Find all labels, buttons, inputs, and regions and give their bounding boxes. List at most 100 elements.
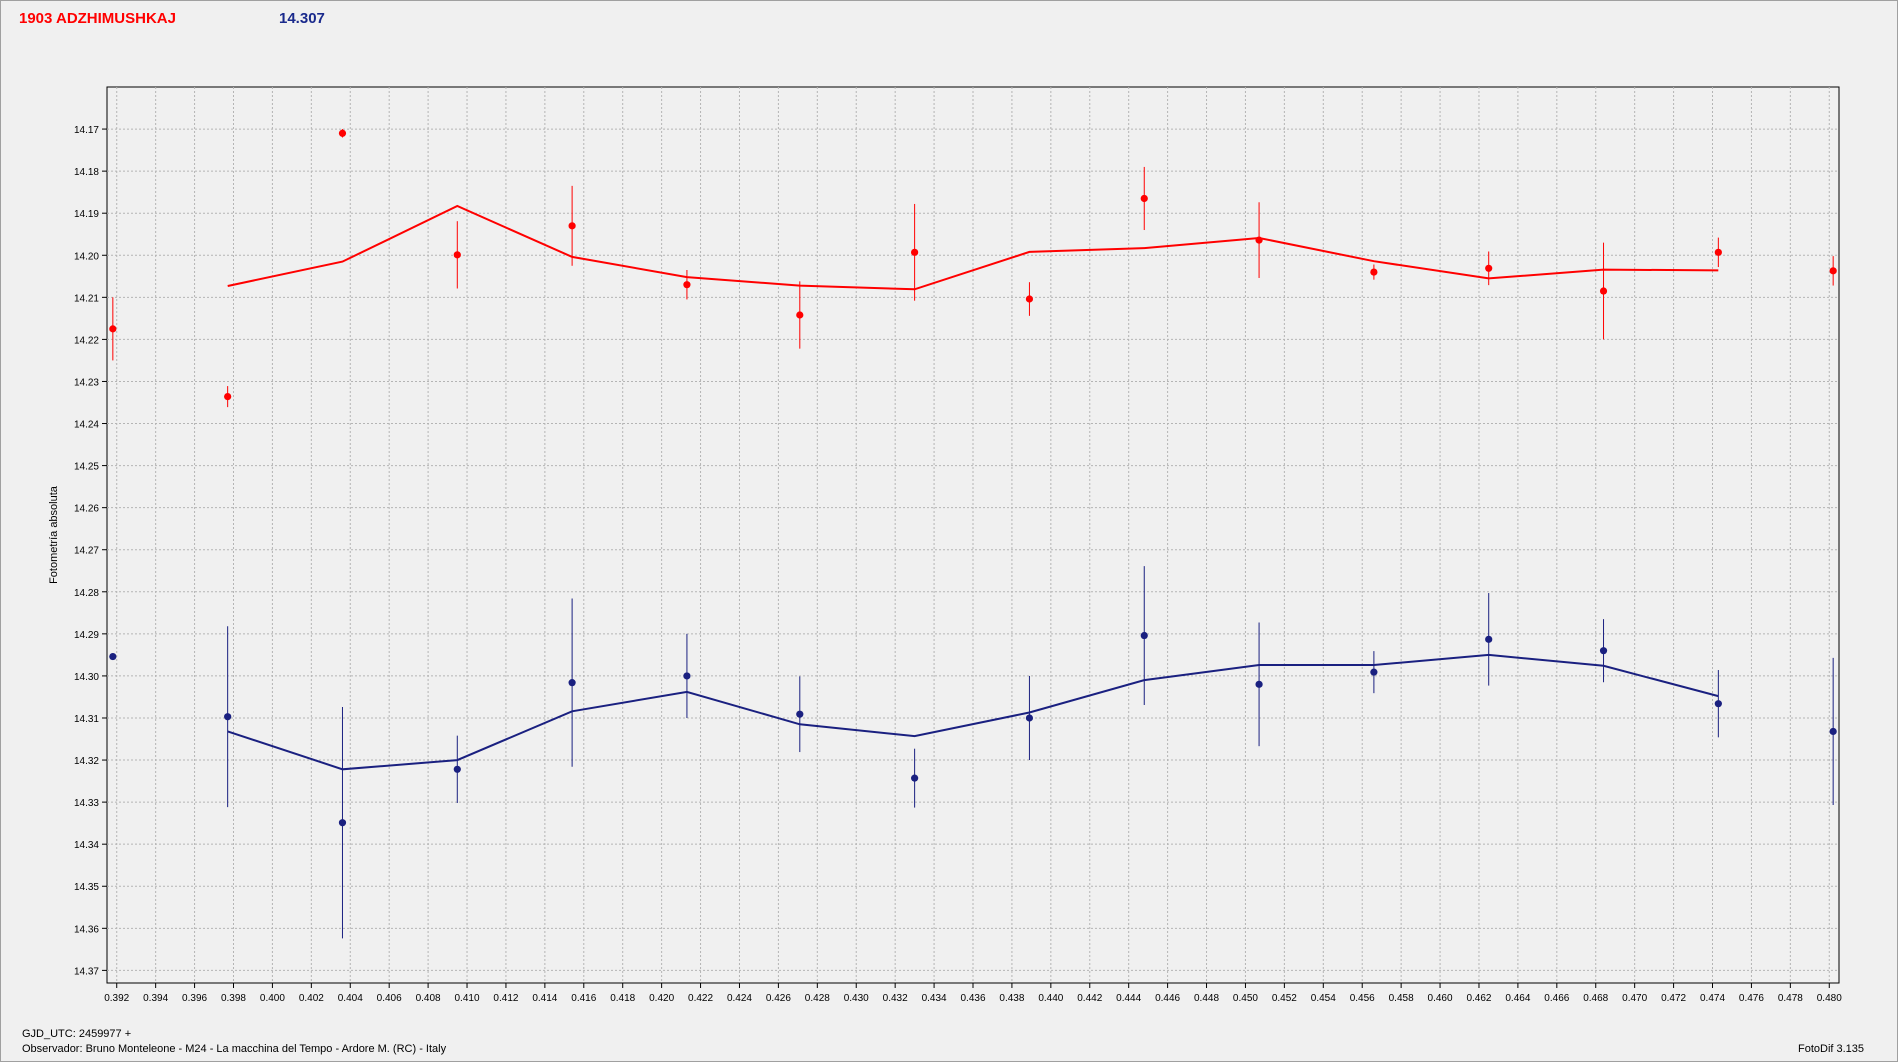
data-point (796, 311, 804, 319)
data-point (1255, 236, 1263, 244)
x-tick-label: 0.448 (1194, 993, 1219, 1004)
x-tick-label: 0.480 (1817, 993, 1842, 1004)
series-blue (109, 566, 1837, 939)
gjd-label: GJD_UTC: 2459977 + (22, 1028, 132, 1040)
y-tick-label: 14.32 (74, 756, 99, 767)
x-tick-label: 0.464 (1505, 993, 1530, 1004)
series-layer (109, 129, 1837, 939)
x-axis-ticks: 0.392 0.394 0.396 0.398 0.400 0.402 0.404 0.406… (104, 983, 1842, 1004)
data-point (1255, 680, 1263, 688)
x-tick-label: 0.454 (1311, 993, 1336, 1004)
x-tick-label: 0.452 (1272, 993, 1297, 1004)
x-tick-label: 0.410 (455, 993, 480, 1004)
x-tick-label: 0.424 (727, 993, 752, 1004)
y-tick-label: 14.17 (74, 125, 99, 136)
data-point (1370, 268, 1378, 276)
y-tick-label: 14.19 (74, 209, 99, 220)
x-tick-label: 0.458 (1389, 993, 1414, 1004)
data-point (109, 652, 117, 661)
y-tick-label: 14.31 (74, 714, 99, 725)
x-tick-label: 0.460 (1428, 993, 1453, 1004)
data-point (1485, 635, 1493, 643)
data-point (338, 819, 347, 827)
reference-magnitude-label: 14.307 (279, 10, 325, 27)
x-tick-label: 0.468 (1583, 993, 1608, 1004)
x-tick-label: 0.474 (1700, 993, 1725, 1004)
x-tick-label: 0.462 (1466, 993, 1491, 1004)
data-point (453, 765, 461, 773)
x-tick-label: 0.438 (999, 993, 1024, 1004)
y-axis-label: Fotometría absoluta (48, 485, 60, 584)
x-tick-label: 0.408 (416, 993, 441, 1004)
data-point (911, 248, 919, 256)
y-tick-label: 14.23 (74, 377, 99, 388)
y-tick-label: 14.18 (74, 167, 99, 178)
x-tick-label: 0.416 (571, 993, 596, 1004)
data-point (1370, 668, 1378, 676)
data-point (1829, 267, 1837, 275)
y-tick-label: 14.29 (74, 630, 99, 641)
data-point (109, 325, 117, 333)
data-point (224, 713, 232, 721)
x-tick-label: 0.444 (1116, 993, 1141, 1004)
x-tick-label: 0.422 (688, 993, 713, 1004)
x-tick-label: 0.434 (922, 993, 947, 1004)
grid-lines (107, 87, 1839, 983)
x-tick-label: 0.430 (844, 993, 869, 1004)
data-point (568, 679, 576, 687)
x-tick-label: 0.442 (1077, 993, 1102, 1004)
object-name-label: 1903 ADZHIMUSHKAJ (19, 10, 176, 27)
y-tick-label: 14.27 (74, 546, 99, 557)
x-tick-label: 0.412 (493, 993, 518, 1004)
y-tick-label: 14.22 (74, 335, 99, 346)
y-tick-label: 14.36 (74, 924, 99, 935)
data-point (683, 281, 691, 289)
x-tick-label: 0.440 (1038, 993, 1063, 1004)
x-tick-label: 0.392 (104, 993, 129, 1004)
y-tick-label: 14.25 (74, 462, 99, 473)
x-tick-label: 0.404 (338, 993, 363, 1004)
data-point (338, 129, 347, 137)
data-point (568, 222, 576, 230)
y-tick-label: 14.34 (74, 840, 99, 851)
x-tick-label: 0.414 (532, 993, 557, 1004)
x-tick-label: 0.426 (766, 993, 791, 1004)
y-tick-label: 14.30 (74, 672, 99, 683)
data-point (1025, 714, 1034, 722)
data-point (1599, 287, 1608, 295)
data-point (1140, 194, 1148, 203)
data-point (1025, 295, 1034, 303)
data-point (683, 672, 691, 680)
y-tick-label: 14.20 (74, 251, 99, 262)
x-tick-label: 0.396 (182, 993, 207, 1004)
x-tick-label: 0.418 (610, 993, 635, 1004)
software-version-label: FotoDif 3.135 (1798, 1043, 1865, 1055)
fit-line (227, 204, 1719, 291)
y-tick-label: 14.24 (74, 420, 99, 431)
x-tick-label: 0.398 (221, 993, 246, 1004)
fit-line (227, 653, 1719, 771)
series-red (109, 129, 1837, 408)
x-tick-label: 0.436 (960, 993, 985, 1004)
y-tick-label: 14.37 (74, 966, 99, 977)
y-tick-label: 14.28 (74, 588, 99, 599)
data-point (796, 710, 804, 718)
x-tick-label: 0.456 (1350, 993, 1375, 1004)
data-point (1485, 264, 1493, 272)
x-tick-label: 0.478 (1778, 993, 1803, 1004)
x-tick-label: 0.470 (1622, 993, 1647, 1004)
x-tick-label: 0.428 (805, 993, 830, 1004)
x-tick-label: 0.420 (649, 993, 674, 1004)
x-tick-label: 0.400 (260, 993, 285, 1004)
light-curve-chart: 0.392 0.394 0.396 0.398 0.400 0.402 0.404 0.406… (48, 86, 1842, 1004)
x-tick-label: 0.446 (1155, 993, 1180, 1004)
data-point (1140, 631, 1148, 640)
y-tick-label: 14.33 (74, 798, 99, 809)
data-point (911, 774, 919, 782)
data-point (1714, 248, 1722, 256)
x-tick-label: 0.476 (1739, 993, 1764, 1004)
data-point (224, 393, 232, 401)
y-tick-label: 14.26 (74, 504, 99, 515)
data-point (1829, 727, 1837, 736)
observer-label: Observador: Bruno Monteleone - M24 - La … (22, 1043, 447, 1055)
